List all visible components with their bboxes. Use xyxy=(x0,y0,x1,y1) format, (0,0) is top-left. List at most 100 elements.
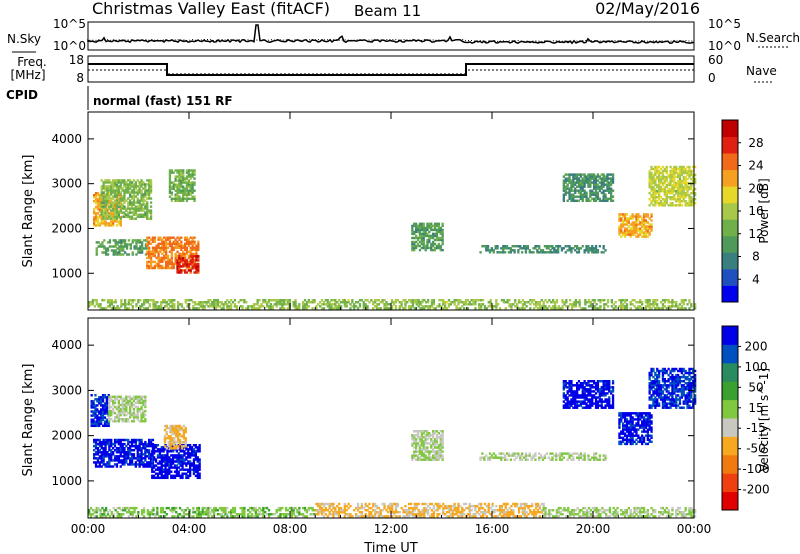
echo-cell xyxy=(117,210,120,213)
echo-cell xyxy=(598,390,601,393)
echo-cell xyxy=(504,307,507,310)
echo-cell xyxy=(165,246,168,250)
echo-cell xyxy=(148,444,151,448)
echo-cell xyxy=(439,442,442,445)
echo-cell xyxy=(115,179,119,182)
echo-cell xyxy=(652,181,655,185)
echo-cell xyxy=(106,197,109,200)
echo-cell xyxy=(623,215,627,218)
echo-cell xyxy=(555,456,558,459)
echo-cell xyxy=(570,195,573,198)
echo-cell xyxy=(127,239,131,242)
echo-cell xyxy=(115,405,119,409)
echo-cell xyxy=(139,249,142,252)
echo-cell xyxy=(127,411,130,415)
echo-cell xyxy=(156,454,160,457)
echo-cell xyxy=(435,434,439,437)
echo-cell xyxy=(593,380,596,383)
echo-cell xyxy=(587,458,590,461)
echo-cell xyxy=(478,299,481,302)
echo-cell xyxy=(309,301,312,304)
echo-cell xyxy=(190,468,194,471)
echo-cell xyxy=(130,201,134,204)
echo-cell xyxy=(611,181,615,184)
echo-cell xyxy=(608,187,611,190)
echo-cell xyxy=(581,386,584,389)
echo-cell xyxy=(123,451,126,454)
echo-cell xyxy=(191,267,194,270)
echo-cell xyxy=(100,220,103,223)
echo-cell xyxy=(239,305,242,308)
echo-cell xyxy=(146,463,149,466)
echo-cell xyxy=(176,171,179,174)
echo-cell xyxy=(93,224,96,227)
echo-cell xyxy=(148,461,151,464)
echo-cell xyxy=(604,406,607,409)
echo-cell xyxy=(168,185,172,188)
colorbar-swatch xyxy=(722,285,738,303)
echo-cell xyxy=(142,181,145,184)
echo-cell xyxy=(648,233,651,236)
echo-cell xyxy=(174,246,177,250)
echo-cell xyxy=(561,307,564,310)
echo-cell xyxy=(106,249,110,252)
echo-cell xyxy=(654,303,657,306)
echo-cell xyxy=(125,209,128,212)
echo-cell xyxy=(123,189,126,192)
echo-cell xyxy=(463,307,466,310)
echo-cell xyxy=(183,472,186,475)
echo-cell xyxy=(505,247,509,250)
echo-cell xyxy=(483,245,486,248)
echo-cell xyxy=(178,424,182,428)
echo-cell xyxy=(574,175,577,178)
echo-cell xyxy=(176,197,179,201)
echo-cell xyxy=(506,299,509,302)
echo-cell xyxy=(189,462,192,465)
echo-cell xyxy=(155,244,158,248)
echo-cell xyxy=(131,241,134,244)
echo-cell xyxy=(142,409,145,413)
echo-cell xyxy=(177,456,180,459)
echo-cell xyxy=(671,167,674,171)
echo-cell xyxy=(356,307,360,310)
echo-cell xyxy=(433,232,437,236)
echo-cell xyxy=(113,206,117,209)
echo-cell xyxy=(658,204,661,207)
echo-cell xyxy=(194,456,197,459)
echo-cell xyxy=(185,199,189,203)
echo-cell xyxy=(146,215,149,218)
echo-cell xyxy=(425,301,428,304)
echo-cell xyxy=(432,454,435,457)
echo-cell xyxy=(574,400,577,403)
echo-cell xyxy=(562,187,565,190)
echo-cell xyxy=(96,416,99,419)
echo-cell xyxy=(430,456,433,459)
echo-cell xyxy=(328,301,331,304)
echo-cell xyxy=(104,197,107,200)
echo-cell xyxy=(185,189,189,192)
echo-cell xyxy=(189,444,192,447)
echo-cell xyxy=(142,465,145,468)
echo-cell xyxy=(102,438,105,442)
echo-cell xyxy=(102,194,105,197)
echo-cell xyxy=(416,436,420,439)
echo-cell xyxy=(661,189,665,193)
echo-cell xyxy=(98,461,101,464)
echo-cell xyxy=(127,307,131,310)
echo-cell xyxy=(99,305,102,308)
echo-cell xyxy=(663,204,666,207)
echo-cell xyxy=(129,413,132,417)
echo-cell xyxy=(106,201,109,204)
echo-cell xyxy=(428,442,431,445)
echo-cell xyxy=(432,458,435,461)
echo-cell xyxy=(538,456,541,459)
echo-cell xyxy=(98,194,101,197)
echo-cell xyxy=(95,303,98,306)
beam-label: Beam 11 xyxy=(354,2,421,20)
echo-cell xyxy=(144,203,147,206)
echo-cell xyxy=(587,305,591,308)
echo-cell xyxy=(105,398,108,401)
echo-cell xyxy=(597,299,600,302)
echo-region xyxy=(411,430,444,461)
echo-cell xyxy=(146,461,149,464)
